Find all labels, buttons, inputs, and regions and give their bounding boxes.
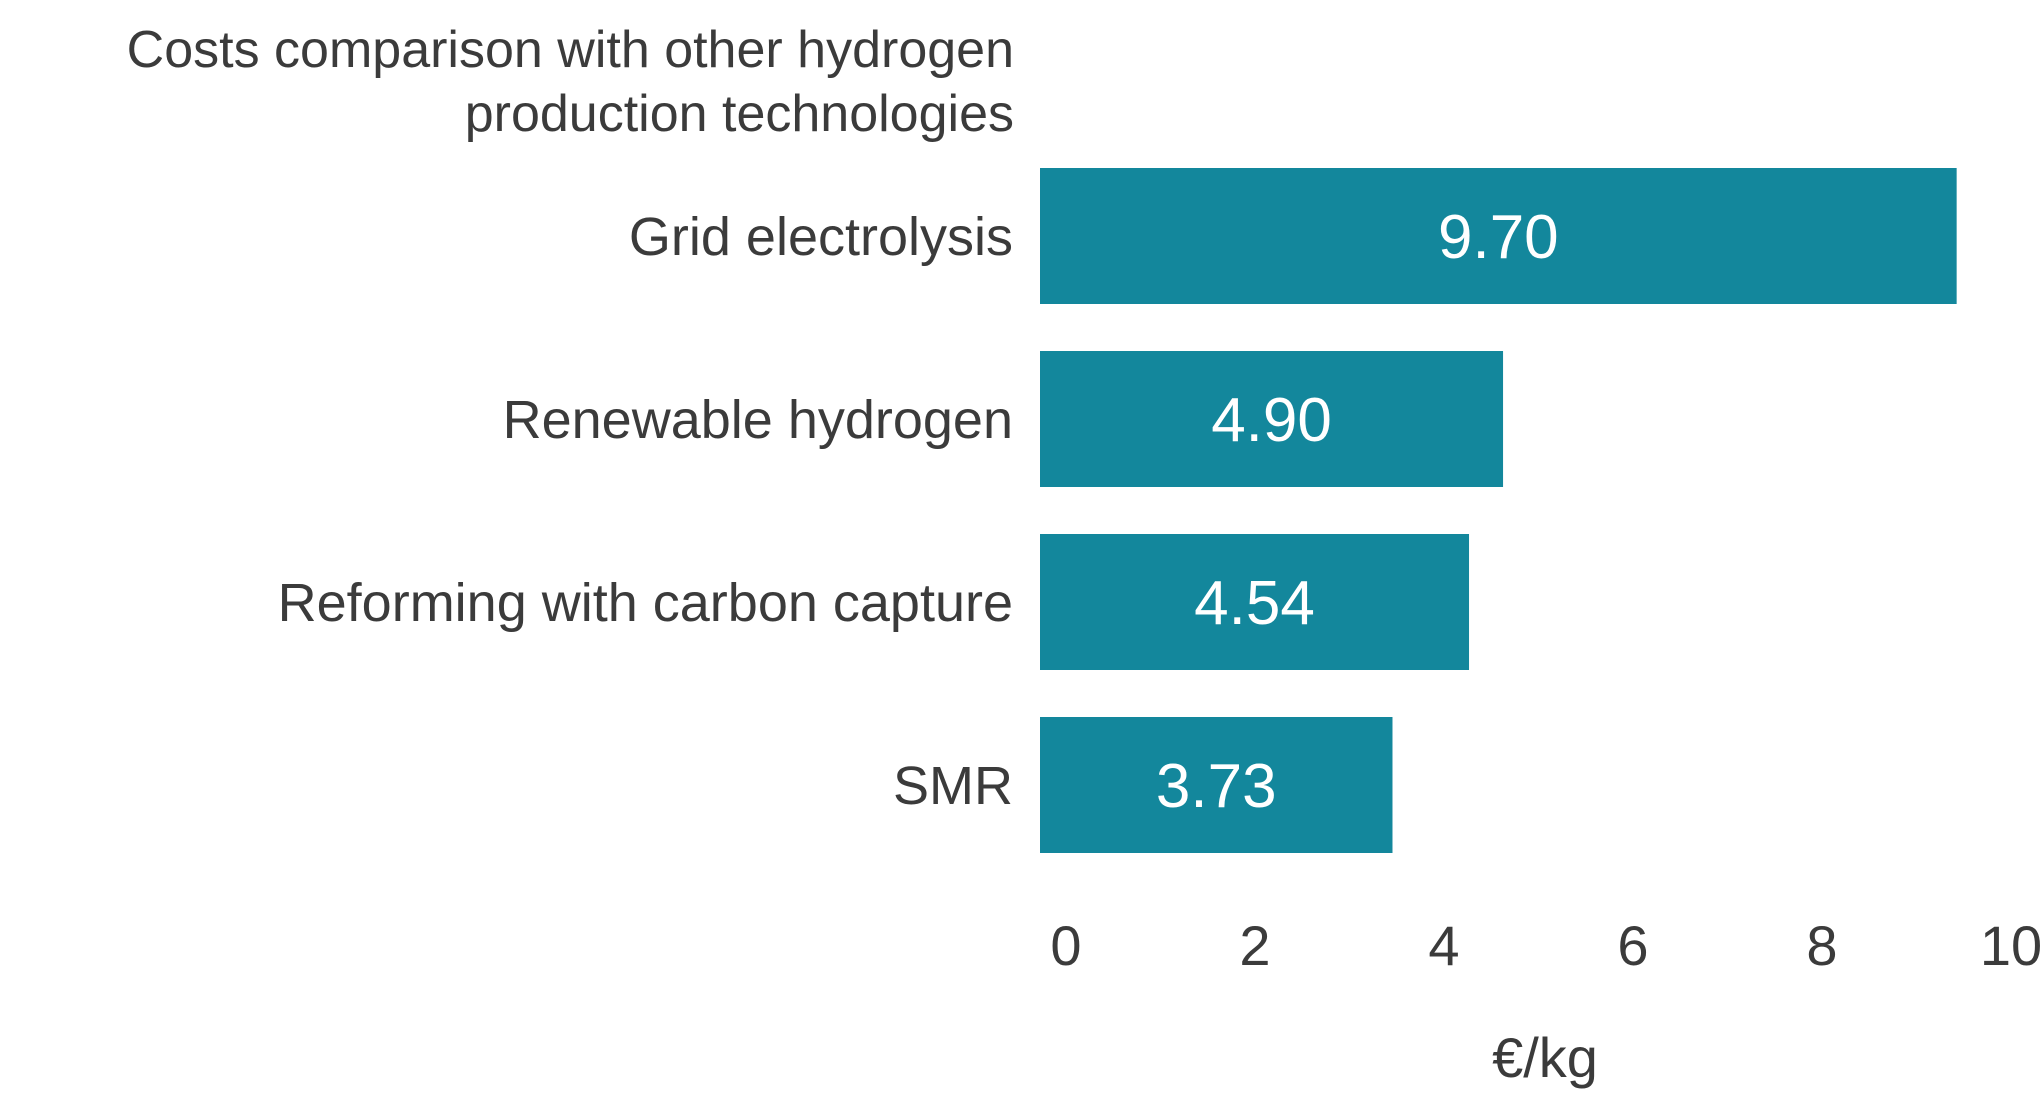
category-label-1: Renewable hydrogen (503, 390, 1013, 450)
chart-title: Costs comparison with other hydrogen pro… (14, 18, 1014, 146)
x-tick-label-1: 2 (1239, 914, 1270, 977)
chart-title-line-1: Costs comparison with other hydrogen (126, 21, 1014, 79)
category-label-3: SMR (893, 756, 1013, 816)
bar-1 (1040, 351, 1504, 487)
bar-value-label-1: 4.90 (1211, 386, 1332, 455)
bar-2 (1040, 534, 1470, 670)
x-tick-label-4: 8 (1806, 914, 1837, 977)
chart-title-line-2: production technologies (464, 85, 1014, 143)
bars-layer: 9.70 4.90 4.54 3.73 (1040, 168, 1957, 853)
bar-value-label-0: 9.70 (1438, 203, 1559, 272)
x-tick-label-2: 4 (1428, 914, 1459, 977)
bar-3 (1040, 717, 1393, 853)
bar-0 (1040, 168, 1957, 304)
category-label-2: Reforming with carbon capture (278, 573, 1013, 633)
category-labels: Grid electrolysis Renewable hydrogen Refor… (278, 207, 1013, 816)
bar-value-label-2: 4.54 (1194, 569, 1315, 638)
x-tick-label-3: 6 (1617, 914, 1648, 977)
category-label-0: Grid electrolysis (629, 207, 1013, 267)
bar-value-label-3: 3.73 (1156, 752, 1277, 821)
x-tick-label-0: 0 (1050, 914, 1081, 977)
x-tick-label-5: 10 (1980, 914, 2042, 977)
x-axis-ticks: 0 2 4 6 8 10 (1050, 914, 2042, 977)
x-axis-label: €/kg (1492, 1026, 1598, 1089)
